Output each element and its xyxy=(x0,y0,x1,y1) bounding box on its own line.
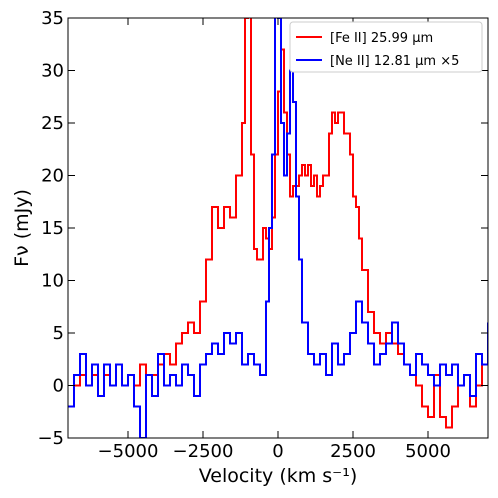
y-tick-label: 35 xyxy=(41,8,64,29)
legend-label-ne-ii: [Ne II] 12.81 μm ×5 xyxy=(330,54,459,69)
legend: [Fe II] 25.99 μm [Ne II] 12.81 μm ×5 xyxy=(289,21,483,73)
y-tick-label: 30 xyxy=(41,61,64,82)
legend-box xyxy=(289,21,483,73)
series-line-ne-ii xyxy=(68,18,488,438)
legend-label-fe-ii: [Fe II] 25.99 μm xyxy=(330,31,433,46)
y-tick-label: 0 xyxy=(53,376,64,397)
y-tick-label: 5 xyxy=(53,323,64,344)
x-tick-label: 0 xyxy=(272,441,283,462)
x-axis-label: Velocity (km s⁻¹) xyxy=(199,465,358,487)
x-tick-label: −5000 xyxy=(98,441,159,462)
x-tick-label: −2500 xyxy=(173,441,234,462)
tick-layer: −5000 −2500 0 2500 5000 −5 0 5 10 15 20 25 30 35 xyxy=(37,8,488,462)
y-tick-label: −5 xyxy=(37,428,64,449)
x-tick-label: 5000 xyxy=(405,441,451,462)
y-tick-label: 15 xyxy=(41,218,64,239)
y-axis-label: Fν (mJy) xyxy=(11,189,33,267)
y-tick-label: 25 xyxy=(41,113,64,134)
series-layer xyxy=(68,18,488,438)
y-tick-label: 10 xyxy=(41,271,64,292)
x-tick-label: 2500 xyxy=(330,441,376,462)
y-tick-label: 20 xyxy=(41,166,64,187)
